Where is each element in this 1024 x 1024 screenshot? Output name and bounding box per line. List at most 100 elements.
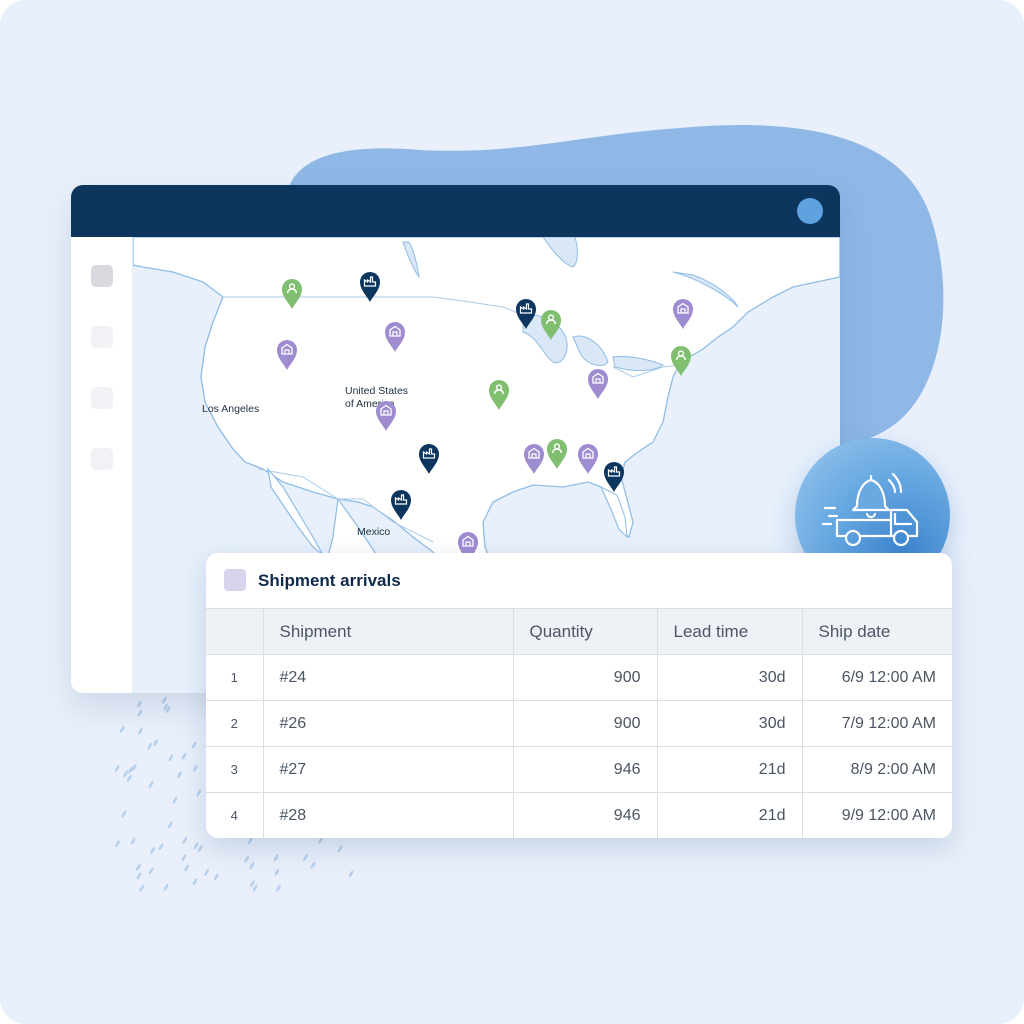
cell-ship-date: 6/9 12:00 AM	[801, 654, 952, 701]
card-title: Shipment arrivals	[258, 571, 401, 590]
cell-shipment: #24	[262, 654, 514, 701]
texture-dot	[119, 725, 125, 733]
map-pin-factory-icon[interactable]	[359, 271, 381, 303]
texture-dot	[131, 764, 137, 772]
map-pin-warehouse-icon[interactable]	[375, 400, 397, 432]
cell-ship-date: 9/9 12:00 AM	[801, 792, 952, 838]
table-row[interactable]: 2 #26 900 30d 7/9 12:00 AM	[206, 700, 952, 747]
map-pin-person-icon[interactable]	[488, 379, 510, 411]
map-pin-warehouse-icon[interactable]	[587, 368, 609, 400]
texture-dot	[250, 880, 255, 888]
cell-quantity: 900	[512, 654, 658, 701]
texture-dot	[168, 754, 174, 762]
baja-peninsula	[267, 466, 324, 556]
column-header-shipment[interactable]: Shipment	[262, 608, 514, 655]
texture-dot	[137, 700, 142, 708]
map-pin-warehouse-icon[interactable]	[577, 443, 599, 475]
map-pin-factory-icon[interactable]	[390, 489, 412, 521]
sidebar-item-4[interactable]	[91, 448, 113, 470]
florida	[599, 485, 628, 539]
texture-dot	[213, 873, 219, 881]
cell-quantity: 946	[512, 746, 658, 793]
texture-dot	[128, 766, 133, 774]
window-titlebar	[71, 185, 840, 237]
column-header-quantity[interactable]: Quantity	[512, 608, 658, 655]
map-pin-person-icon[interactable]	[281, 278, 303, 310]
cell-shipment: #28	[262, 792, 514, 838]
texture-dot	[130, 837, 136, 845]
cell-lead-time: 21d	[656, 792, 803, 838]
map-pin-factory-icon[interactable]	[515, 298, 537, 330]
texture-dot	[165, 705, 171, 714]
table-row[interactable]: 4 #28 946 21d 9/9 12:00 AM	[206, 792, 952, 838]
map-pin-person-icon[interactable]	[546, 438, 568, 470]
texture-dot	[148, 867, 154, 875]
map-pin-warehouse-icon[interactable]	[384, 321, 406, 353]
column-header-lead-time[interactable]: Lead time	[656, 608, 803, 655]
cell-shipment: #27	[262, 746, 514, 793]
texture-dot	[248, 836, 253, 844]
texture-dot	[184, 864, 189, 872]
texture-dot	[148, 780, 154, 788]
card-header: Shipment arrivals	[206, 553, 952, 608]
map-pin-person-icon[interactable]	[670, 345, 692, 377]
texture-dot	[249, 862, 255, 870]
map-pin-factory-icon[interactable]	[418, 443, 440, 475]
sidebar-item-2[interactable]	[91, 326, 113, 348]
texture-dot	[158, 843, 164, 851]
texture-dot	[252, 884, 258, 892]
map-pin-warehouse-icon[interactable]	[523, 443, 545, 475]
sidebar	[71, 237, 133, 693]
label-usa-line1: United States	[345, 385, 409, 397]
sidebar-item-3[interactable]	[91, 387, 113, 409]
texture-dot	[193, 764, 198, 772]
map-pin-warehouse-icon[interactable]	[457, 531, 479, 563]
texture-dot	[276, 884, 281, 892]
texture-dot	[193, 842, 199, 850]
texture-dot	[135, 863, 141, 871]
table-row[interactable]: 3 #27 946 21d 8/9 2:00 AM	[206, 746, 952, 793]
column-header-index	[206, 608, 264, 655]
map-pin-warehouse-icon[interactable]	[276, 339, 298, 371]
texture-dot	[182, 837, 188, 845]
shipment-arrivals-card: Shipment arrivals Shipment Quantity Lead…	[206, 553, 952, 838]
texture-dot	[147, 742, 152, 750]
shipment-table: Shipment Quantity Lead time Ship date 1 …	[206, 608, 952, 838]
cell-ship-date: 8/9 2:00 AM	[801, 746, 952, 793]
us-mexico-border	[257, 468, 434, 543]
column-header-ship-date[interactable]: Ship date	[801, 608, 952, 655]
cell-lead-time: 30d	[656, 654, 803, 701]
truck-bell-icon	[821, 472, 919, 547]
texture-dot	[196, 789, 202, 797]
map-pin-warehouse-icon[interactable]	[672, 298, 694, 330]
map-pin-person-icon[interactable]	[540, 309, 562, 341]
texture-dot	[163, 883, 169, 891]
texture-dot	[273, 854, 279, 862]
texture-dot	[303, 854, 308, 862]
texture-dot	[138, 727, 143, 735]
texture-dot	[181, 752, 187, 760]
texture-dot	[310, 861, 316, 869]
texture-dot	[121, 810, 127, 818]
texture-dot	[244, 855, 250, 863]
texture-dot	[181, 854, 187, 862]
window-control-dot[interactable]	[797, 198, 823, 224]
texture-dot	[114, 764, 120, 772]
row-index: 4	[206, 792, 264, 838]
texture-dot	[139, 884, 145, 892]
row-index: 1	[206, 654, 264, 701]
sidebar-item-1[interactable]	[91, 265, 113, 287]
texture-dot	[337, 845, 343, 853]
map-pin-factory-icon[interactable]	[603, 461, 625, 493]
table-row[interactable]: 1 #24 900 30d 6/9 12:00 AM	[206, 654, 952, 701]
texture-dot	[163, 703, 168, 711]
texture-dot	[136, 872, 142, 880]
table-header-row: Shipment Quantity Lead time Ship date	[206, 608, 952, 655]
texture-dot	[177, 771, 182, 779]
texture-dot	[162, 696, 167, 704]
cell-ship-date: 7/9 12:00 AM	[801, 700, 952, 747]
texture-dot	[348, 870, 354, 878]
texture-dot	[123, 770, 128, 778]
